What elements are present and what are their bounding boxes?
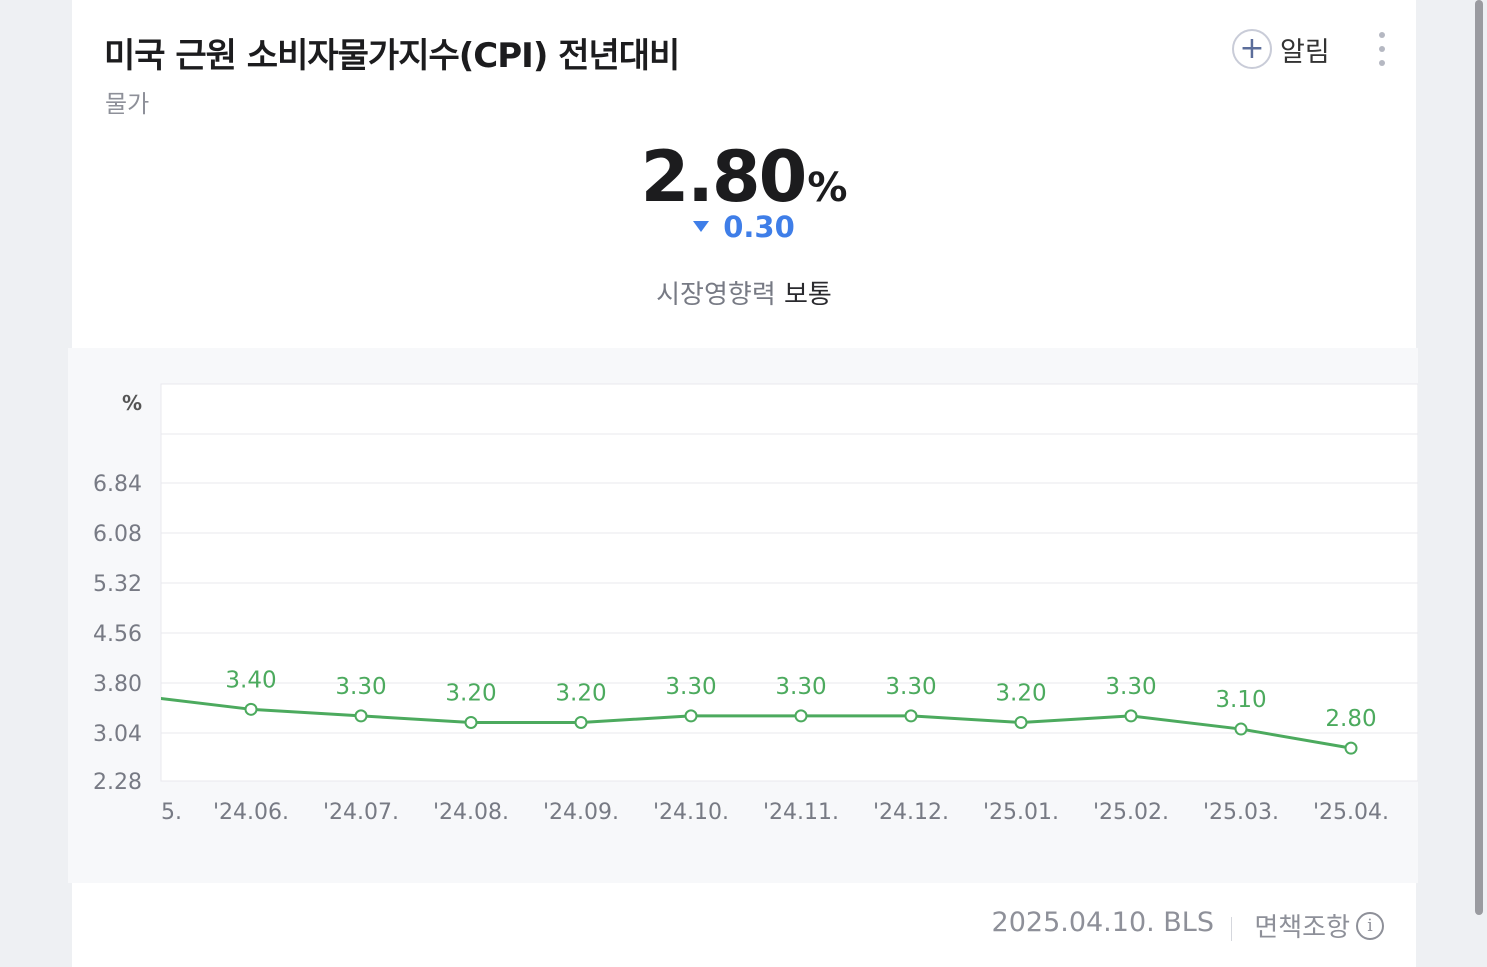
data-label: 3.30 bbox=[885, 674, 936, 700]
x-tick-label: '24.09. bbox=[543, 800, 619, 825]
data-point[interactable] bbox=[1014, 715, 1028, 729]
y-axis-unit: % bbox=[122, 391, 142, 415]
change-indicator: 0.30 bbox=[72, 210, 1416, 244]
alert-label: 알림 bbox=[1280, 36, 1330, 68]
x-tick-label: '24.06. bbox=[213, 800, 289, 825]
data-point[interactable] bbox=[354, 709, 368, 723]
plus-icon: + bbox=[1232, 29, 1272, 69]
data-source: 2025.04.10. BLS bbox=[991, 907, 1214, 938]
y-tick-label: 4.56 bbox=[93, 622, 142, 647]
disclaimer-link[interactable]: 면책조항 i bbox=[1254, 907, 1384, 944]
market-impact: 시장영향력 보통 bbox=[72, 274, 1416, 311]
x-tick-label: '25.01. bbox=[983, 800, 1059, 825]
x-tick-label: '24.07. bbox=[323, 800, 399, 825]
page-title: 미국 근원 소비자물가지수(CPI) 전년대비 bbox=[104, 36, 680, 76]
scrollbar[interactable] bbox=[1475, 0, 1483, 915]
chart-container: % 6.84 6.08 5.32 4.56 3.80 3.04 2.28 0 3.40 3.30 3.… bbox=[68, 348, 1418, 883]
data-label: 3.30 bbox=[1105, 674, 1156, 700]
data-label: 3.30 bbox=[775, 674, 826, 700]
data-point[interactable] bbox=[1344, 741, 1358, 755]
data-point[interactable] bbox=[904, 709, 918, 723]
info-icon: i bbox=[1356, 911, 1384, 940]
x-tick-label: '24.08. bbox=[433, 800, 509, 825]
y-tick-label: 6.08 bbox=[93, 522, 142, 547]
data-label: 3.30 bbox=[665, 674, 716, 700]
alert-button[interactable]: + 알림 bbox=[1232, 28, 1330, 70]
line-chart[interactable]: % 6.84 6.08 5.32 4.56 3.80 3.04 2.28 0 3.40 3.30 3.… bbox=[68, 348, 1418, 883]
y-tick-label: 3.04 bbox=[93, 722, 142, 747]
data-point[interactable] bbox=[244, 702, 258, 716]
value-number: 2.80 bbox=[640, 136, 808, 218]
x-tick-label: '24.12. bbox=[873, 800, 949, 825]
data-label: 3.30 bbox=[335, 674, 386, 700]
down-arrow-icon bbox=[693, 220, 710, 232]
plot-layer: 0 3.40 3.30 3.20 3.20 3.30 3.30 3.30 3.20 3.30 3.1… bbox=[147, 654, 1377, 755]
x-tick-label: '25.04. bbox=[1313, 800, 1389, 825]
value-unit: % bbox=[807, 165, 848, 211]
divider bbox=[1231, 917, 1232, 941]
x-tick-label: '25.03. bbox=[1203, 800, 1279, 825]
data-point[interactable] bbox=[684, 709, 698, 723]
data-point[interactable] bbox=[794, 709, 808, 723]
data-label: 2.80 bbox=[1325, 706, 1376, 732]
y-tick-label: 3.80 bbox=[93, 672, 142, 697]
data-point[interactable] bbox=[1124, 709, 1138, 723]
footer: 2025.04.10. BLS 면책조항 i bbox=[72, 905, 1416, 955]
series-line bbox=[161, 697, 1352, 750]
current-value: 2.80% bbox=[72, 136, 1416, 218]
data-label: 3.10 bbox=[1215, 687, 1266, 713]
data-label: 3.20 bbox=[995, 680, 1046, 706]
x-tick-label: '24.11. bbox=[763, 800, 839, 825]
x-tick-label: 5. bbox=[161, 800, 182, 825]
data-point[interactable] bbox=[464, 715, 478, 729]
data-label: 3.40 bbox=[225, 667, 276, 693]
data-point[interactable] bbox=[574, 715, 588, 729]
impact-label: 시장영향력 bbox=[656, 280, 776, 310]
x-tick-label: '25.02. bbox=[1093, 800, 1169, 825]
data-label: 0 bbox=[147, 654, 162, 680]
y-tick-label: 5.32 bbox=[93, 572, 142, 597]
x-tick-label: '24.10. bbox=[653, 800, 729, 825]
y-tick-label: 2.28 bbox=[93, 770, 142, 795]
data-label: 3.20 bbox=[555, 680, 606, 706]
more-menu-icon[interactable] bbox=[1372, 32, 1392, 66]
y-tick-label: 6.84 bbox=[93, 472, 142, 497]
data-label: 3.20 bbox=[445, 680, 496, 706]
category-label: 물가 bbox=[105, 90, 150, 118]
change-value: 0.30 bbox=[723, 210, 795, 244]
disclaimer-label: 면책조항 bbox=[1254, 913, 1350, 943]
impact-value: 보통 bbox=[784, 280, 832, 310]
data-point[interactable] bbox=[1234, 722, 1248, 736]
